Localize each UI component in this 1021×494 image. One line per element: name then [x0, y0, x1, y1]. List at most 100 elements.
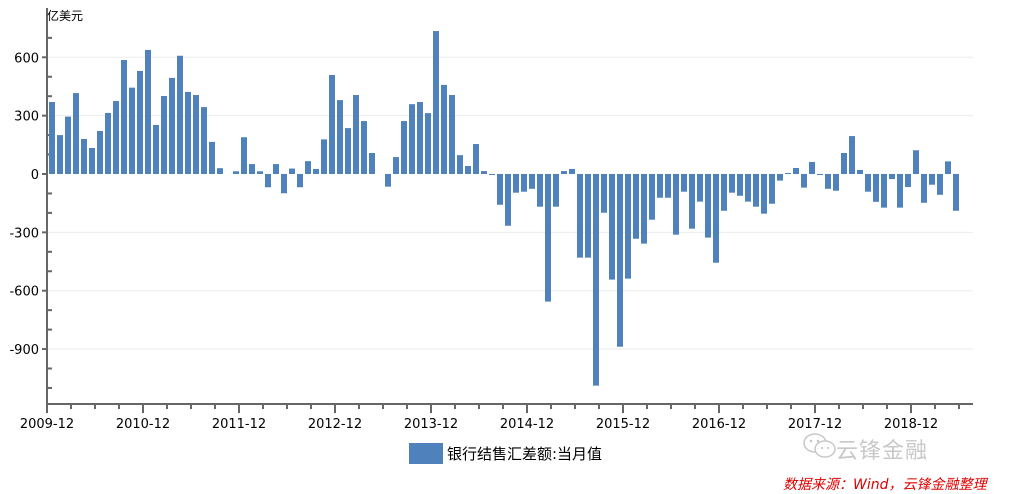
bar [641, 174, 647, 244]
bar [161, 96, 167, 174]
bar [913, 150, 919, 174]
bar [409, 104, 415, 174]
y-tick-label: 600 [14, 51, 39, 66]
bar [353, 95, 359, 174]
bar [833, 174, 839, 191]
bar [881, 174, 887, 208]
bar [625, 174, 631, 279]
bar [553, 174, 559, 207]
bar [705, 174, 711, 238]
bar [441, 84, 447, 174]
x-tick-label: 2015-12 [596, 417, 650, 432]
bar [49, 102, 55, 174]
x-tick-label: 2009-12 [20, 417, 74, 432]
bar [217, 168, 223, 174]
y-tick-label: -300 [9, 226, 39, 241]
bar [753, 174, 759, 207]
bar [841, 152, 847, 174]
bar [521, 174, 527, 192]
bar [137, 70, 143, 174]
bar [721, 174, 727, 211]
bar [905, 174, 911, 188]
bar [129, 87, 135, 174]
bar [305, 161, 311, 174]
bar [601, 174, 607, 213]
y-tick-label: -600 [9, 285, 39, 300]
y-tick-label: -900 [9, 343, 39, 358]
x-tick-label: 2012-12 [308, 417, 362, 432]
bar [945, 161, 951, 174]
legend: 银行结售汇差额:当月值 [409, 443, 602, 464]
bar [809, 161, 815, 174]
bar [729, 174, 735, 193]
bar [449, 95, 455, 174]
bar [737, 174, 743, 196]
wechat-icon [803, 433, 836, 458]
bar [297, 174, 303, 188]
bar [257, 171, 263, 174]
bar [81, 138, 87, 174]
bar [785, 173, 791, 175]
bar [953, 174, 959, 211]
bar [689, 174, 695, 229]
bar [209, 141, 215, 174]
bar [57, 135, 63, 174]
legend-swatch [409, 443, 443, 464]
bar [513, 174, 519, 193]
bar [761, 174, 767, 214]
bar [145, 49, 151, 175]
bar [193, 95, 199, 174]
bar [417, 102, 423, 174]
bar [97, 131, 103, 174]
bar [73, 93, 79, 174]
bar [121, 60, 127, 175]
y-tick-label: 0 [31, 168, 39, 183]
y-tick-label: 300 [14, 110, 39, 125]
x-tick-label: 2018-12 [884, 417, 938, 432]
bar [337, 100, 343, 174]
bar [345, 128, 351, 174]
bar [609, 174, 615, 280]
bar [153, 124, 159, 174]
y-axis-unit-label: 亿美元 [47, 9, 84, 23]
source-note: 数据来源：Wind，云锋金融整理 [783, 477, 987, 493]
bar [849, 136, 855, 174]
x-tick-label: 2016-12 [692, 417, 746, 432]
bar [281, 174, 287, 194]
bar [249, 164, 255, 174]
bar [617, 174, 623, 347]
bar [273, 164, 279, 174]
x-tick-label: 2010-12 [116, 417, 170, 432]
bar [825, 174, 831, 189]
bar [937, 174, 943, 195]
bar [465, 166, 471, 174]
bar [489, 174, 495, 175]
bar [105, 112, 111, 174]
bar [697, 174, 703, 202]
bar [385, 174, 391, 187]
bar [401, 121, 407, 174]
bar [681, 174, 687, 192]
bar [177, 55, 183, 174]
bar [665, 174, 671, 198]
bar [185, 91, 191, 174]
bar [857, 169, 863, 174]
bar [649, 174, 655, 220]
bar [593, 174, 599, 386]
bar [473, 144, 479, 174]
bar [233, 171, 239, 174]
bar [793, 167, 799, 174]
bar [361, 121, 367, 174]
bar [801, 174, 807, 188]
bar [65, 116, 71, 174]
bar [89, 147, 95, 174]
bar [561, 171, 567, 174]
bar [745, 174, 751, 202]
bar [321, 139, 327, 174]
bar [457, 155, 463, 174]
bar [537, 174, 543, 207]
x-tick-label: 2014-12 [500, 417, 554, 432]
bar [393, 157, 399, 174]
bar [529, 174, 535, 189]
